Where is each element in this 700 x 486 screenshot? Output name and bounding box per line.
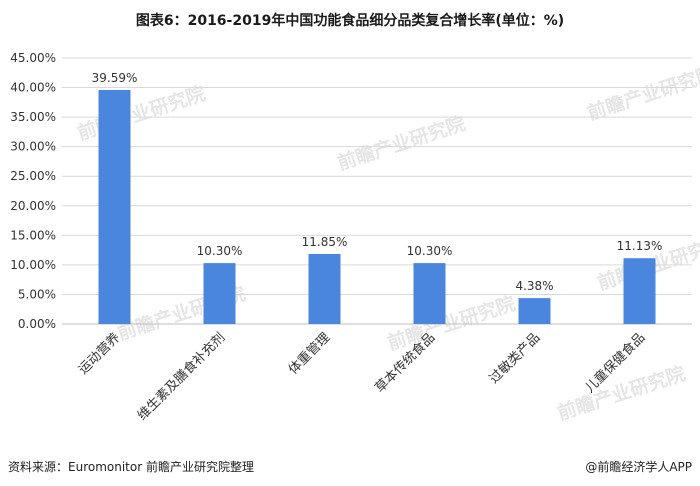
watermark-text: 前瞻产业研究院 <box>554 362 688 425</box>
x-tick-label: 过敏类产品 <box>487 330 544 387</box>
watermark-text: 前瞻产业研究院 <box>384 292 518 355</box>
brand-note: @前瞻经济学人APP <box>585 460 692 474</box>
data-label: 11.13% <box>617 239 663 253</box>
x-tick-label: 体重管理 <box>285 330 333 378</box>
y-tick-label: 25.00% <box>10 169 56 183</box>
chart-title: 图表6：2016-2019年中国功能食品细分品类复合增长率(单位：%) <box>135 13 565 29</box>
y-tick-label: 15.00% <box>10 228 56 242</box>
x-tick-label: 运动营养 <box>75 330 123 378</box>
data-label: 39.59% <box>92 71 138 85</box>
bar <box>518 298 551 324</box>
y-axis-ticks: 0.00% 5.00% 10.00% 15.00% 20.00% 25.00% 30.00%… <box>10 51 56 331</box>
grid-lines <box>62 57 692 325</box>
data-label: 11.85% <box>302 235 348 249</box>
y-tick-label: 10.00% <box>10 258 56 272</box>
watermark-text: 前瞻产业研究院 <box>74 82 208 145</box>
bar <box>98 89 131 324</box>
y-tick-label: 40.00% <box>10 81 56 95</box>
bar <box>623 258 656 324</box>
data-label: 10.30% <box>407 244 453 258</box>
bars <box>98 89 656 324</box>
y-tick-label: 30.00% <box>10 140 56 154</box>
source-note: 资料来源：Euromonitor 前瞻产业研究院整理 <box>8 460 254 474</box>
y-tick-label: 45.00% <box>10 51 56 65</box>
bar <box>413 263 446 324</box>
watermark-text: 前瞻产业研究院 <box>584 62 700 125</box>
watermark-text: 前瞻产业研究院 <box>334 112 468 175</box>
y-tick-label: 5.00% <box>18 287 56 301</box>
y-tick-label: 20.00% <box>10 199 56 213</box>
data-label: 4.38% <box>515 279 553 293</box>
x-tick-label: 维生素及膳食补充剂 <box>134 330 228 424</box>
y-tick-label: 35.00% <box>10 110 56 124</box>
data-label: 10.30% <box>197 244 243 258</box>
bar <box>308 253 341 324</box>
data-labels: 39.59% 10.30% 11.85% 10.30% 4.38% 11.13% <box>92 71 663 293</box>
bar <box>203 263 236 324</box>
y-tick-label: 0.00% <box>18 317 56 331</box>
